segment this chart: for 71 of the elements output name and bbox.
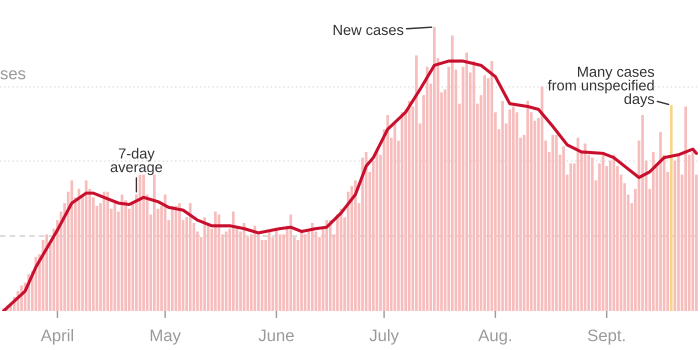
- bar: [483, 75, 486, 311]
- bar: [376, 149, 378, 311]
- bar: [674, 160, 676, 311]
- bar: [84, 180, 88, 311]
- bar: [433, 27, 436, 311]
- bar: [450, 36, 454, 311]
- bar: [224, 231, 228, 311]
- bar: [174, 206, 178, 311]
- annotation: Many cases from unspecified days: [548, 66, 654, 107]
- bar: [275, 228, 278, 311]
- bar: [400, 112, 404, 311]
- x-tick-label: Aug.: [478, 330, 512, 345]
- bar: [526, 100, 530, 311]
- bar: [114, 200, 116, 311]
- bar: [78, 188, 80, 311]
- bar: [691, 152, 694, 311]
- bar: [188, 203, 192, 311]
- bar: [102, 192, 106, 311]
- bar: [512, 106, 515, 311]
- bar: [164, 194, 166, 311]
- bar: [120, 194, 124, 311]
- bar: [562, 146, 565, 311]
- bar: [569, 163, 572, 311]
- bar: [540, 86, 544, 311]
- bar: [584, 143, 586, 311]
- bar: [278, 234, 282, 311]
- bar: [408, 100, 411, 311]
- bar: [138, 174, 142, 311]
- bar: [340, 208, 342, 311]
- bar: [684, 106, 687, 311]
- bar: [508, 109, 512, 311]
- bar: [214, 212, 217, 311]
- bar: [300, 231, 303, 311]
- bar: [670, 105, 673, 311]
- annotation: New cases: [334, 24, 404, 36]
- bar: [465, 52, 468, 311]
- bar: [415, 55, 418, 311]
- bar: [490, 61, 494, 311]
- bar: [153, 174, 156, 311]
- bar: [590, 158, 594, 311]
- bar: [677, 154, 680, 311]
- bar: [289, 214, 292, 311]
- x-tick-label: Sept.: [588, 329, 625, 345]
- bar: [170, 206, 174, 311]
- bar: [555, 134, 558, 311]
- bar: [310, 222, 314, 311]
- annotation: 7-day average: [110, 148, 162, 176]
- bar: [501, 100, 504, 311]
- bar: [142, 174, 145, 311]
- bar: [394, 124, 396, 311]
- bar: [612, 154, 616, 311]
- bar: [576, 138, 580, 311]
- bar: [178, 203, 181, 311]
- bar: [304, 234, 306, 311]
- bar: [426, 66, 429, 311]
- bar: [659, 132, 662, 311]
- bar: [386, 115, 390, 311]
- x-tick-label: July: [370, 329, 399, 345]
- bar: [268, 231, 271, 311]
- bar: [652, 152, 655, 311]
- bar: [232, 212, 235, 311]
- ref-line-label: ses: [0, 70, 26, 80]
- bar: [106, 192, 110, 311]
- bar: [218, 214, 220, 311]
- bar: [602, 154, 604, 311]
- bar: [551, 134, 554, 311]
- bar: [641, 115, 644, 311]
- x-tick-label: June: [258, 330, 294, 342]
- x-tick-label: April: [40, 329, 73, 345]
- x-tick-label: May: [150, 330, 181, 345]
- bar: [472, 61, 476, 311]
